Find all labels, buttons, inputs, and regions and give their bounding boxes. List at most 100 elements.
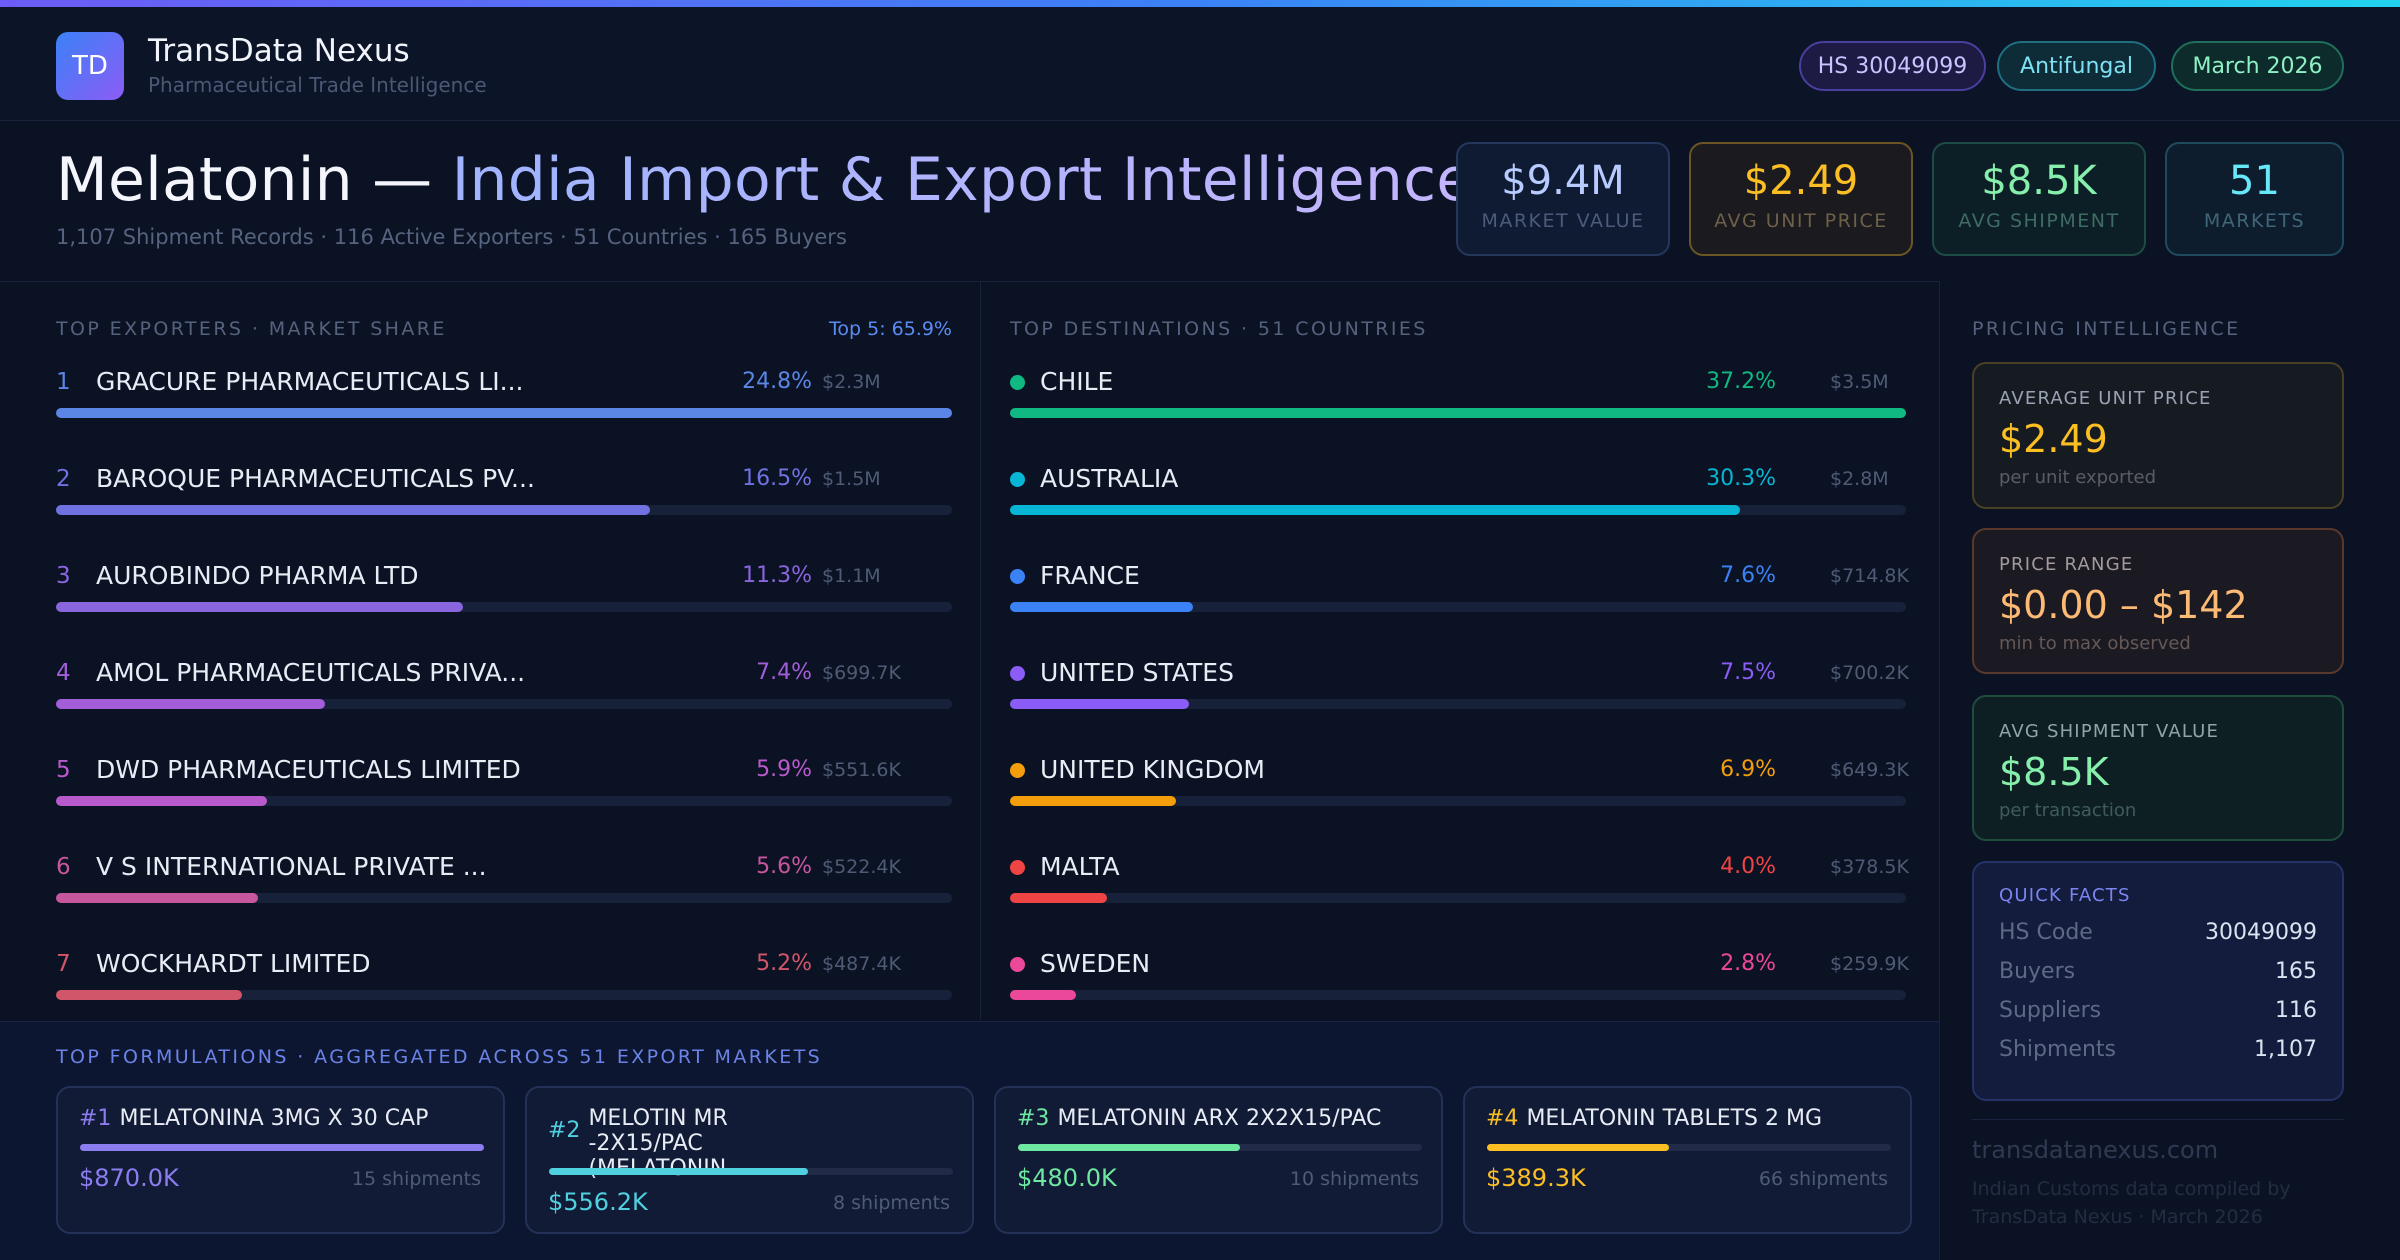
kpi-value: $2.49 [1743, 158, 1859, 204]
hs-code-pill[interactable]: HS 30049099 [1799, 41, 1986, 91]
exporter-share-pct: 7.4% [756, 660, 812, 685]
exporter-row[interactable]: 4 AMOL PHARMACEUTICALS PRIVA... 7.4% $699.7… [56, 656, 952, 716]
destination-row[interactable]: SWEDEN 2.8% $259.9K [1010, 947, 1909, 1007]
card-value: $8.5K [1999, 750, 2109, 794]
exporter-row[interactable]: 7 WOCKHARDT LIMITED 5.2% $487.4K [56, 947, 952, 1007]
exporter-amount: $522.4K [822, 856, 901, 878]
destination-name: SWEDEN [1040, 949, 1151, 978]
formulation-card[interactable]: #4 MELATONIN TABLETS 2 MG $389.3K 66 shipme… [1463, 1086, 1912, 1234]
exporter-name: V S INTERNATIONAL PRIVATE ... [96, 852, 487, 881]
exporter-name: WOCKHARDT LIMITED [96, 949, 371, 978]
exporter-row[interactable]: 3 AUROBINDO PHARMA LTD 11.3% $1.1M [56, 559, 952, 619]
exporter-row[interactable]: 2 BAROQUE PHARMACEUTICALS PV... 16.5% $1.5M [56, 462, 952, 522]
share-bar-fill [1010, 990, 1076, 1000]
footer-note: Indian Customs data compiled by TransDat… [1972, 1178, 2291, 1228]
share-bar-track [1010, 699, 1906, 709]
destination-row[interactable]: UNITED KINGDOM 6.9% $649.3K [1010, 753, 1909, 813]
destinations-heading: TOP DESTINATIONS · 51 COUNTRIES [1010, 318, 1428, 340]
destination-row[interactable]: MALTA 4.0% $378.5K [1010, 850, 1909, 910]
destination-share-pct: 7.5% [1720, 660, 1776, 685]
destination-name: CHILE [1040, 367, 1114, 396]
share-bar-fill [56, 408, 952, 418]
divider [1972, 1119, 2344, 1120]
destination-share-pct: 2.8% [1720, 951, 1776, 976]
exporter-amount: $699.7K [822, 662, 901, 684]
fact-row: HS Code 30049099 [1999, 920, 2317, 945]
brand-logo[interactable]: TD [56, 32, 124, 100]
country-dot-icon [1010, 860, 1025, 875]
fact-key: Suppliers [1999, 998, 2102, 1023]
divider [1939, 282, 1940, 1260]
exporter-name: DWD PHARMACEUTICALS LIMITED [96, 755, 521, 784]
formulation-value: $870.0K [79, 1164, 179, 1192]
share-bar-fill [56, 990, 242, 1000]
formulation-card[interactable]: #1 MELATONINA 3MG X 30 CAP $870.0K 15 shipm… [56, 1086, 505, 1234]
exporters-heading: TOP EXPORTERS · MARKET SHARE [56, 318, 447, 340]
share-bar-fill [56, 796, 267, 806]
formulation-bar-fill [1018, 1144, 1240, 1151]
destination-amount: $2.8M [1830, 468, 1889, 490]
formulations-heading: TOP FORMULATIONS · AGGREGATED ACROSS 51 … [56, 1046, 823, 1068]
formulation-card[interactable]: #3 MELATONIN ARX 2X2X15/PAC $480.0K 10 ship… [994, 1086, 1443, 1234]
exporter-rank: 1 [56, 369, 71, 395]
destination-amount: $714.8K [1830, 565, 1909, 587]
card-label: AVG SHIPMENT VALUE [1999, 721, 2220, 742]
destination-share-pct: 30.3% [1706, 466, 1776, 491]
destination-name: FRANCE [1040, 561, 1140, 590]
destination-row[interactable]: AUSTRALIA 30.3% $2.8M [1010, 462, 1906, 522]
destination-share-pct: 4.0% [1720, 854, 1776, 879]
site-link[interactable]: transdatanexus.com [1972, 1136, 2219, 1164]
exporter-row[interactable]: 5 DWD PHARMACEUTICALS LIMITED 5.9% $551.6K [56, 753, 952, 813]
share-bar-track [1010, 893, 1906, 903]
avg-unit-price-card: AVERAGE UNIT PRICE $2.49 per unit export… [1972, 362, 2344, 509]
exporter-row[interactable]: 1 GRACURE PHARMACEUTICALS LI... 24.8% $2.3M [56, 365, 952, 425]
pricing-heading: PRICING INTELLIGENCE [1972, 318, 2241, 340]
formulation-rank: #2 [548, 1118, 581, 1143]
share-bar-track [56, 796, 952, 806]
formulation-value: $480.0K [1017, 1164, 1117, 1192]
page-title-block: Melatonin — India Import & Export Intell… [56, 145, 1473, 249]
destination-amount: $378.5K [1830, 856, 1909, 878]
country-dot-icon [1010, 375, 1025, 390]
formulation-title: #1 MELATONINA 3MG X 30 CAP [79, 1106, 489, 1131]
app-header: TD TransData Nexus Pharmaceutical Trade … [0, 7, 2400, 121]
card-label: PRICE RANGE [1999, 554, 2134, 575]
formulation-rank: #1 [79, 1106, 112, 1131]
title-main: Melatonin — [56, 145, 452, 215]
formulation-value: $556.2K [548, 1188, 648, 1216]
destination-share-pct: 7.6% [1720, 563, 1776, 588]
share-bar-fill [1010, 796, 1176, 806]
exporter-row[interactable]: 6 V S INTERNATIONAL PRIVATE ... 5.6% $522.4… [56, 850, 952, 910]
exporter-rank: 3 [56, 563, 71, 589]
destination-row[interactable]: CHILE 37.2% $3.5M [1010, 365, 1906, 425]
fact-value: 30049099 [2205, 920, 2317, 945]
destination-row[interactable]: FRANCE 7.6% $714.8K [1010, 559, 1909, 619]
formulation-name: MELATONINA 3MG X 30 CAP [119, 1106, 429, 1131]
category-pill[interactable]: Antifungal [1997, 41, 2156, 91]
exporter-amount: $2.3M [822, 371, 881, 393]
title-highlight: India Import & Export Intelligence [451, 145, 1474, 215]
kpi-label: AVG UNIT PRICE [1714, 210, 1888, 232]
kpi-markets: 51 MARKETS [2165, 142, 2344, 256]
exporter-name: AUROBINDO PHARMA LTD [96, 561, 419, 590]
kpi-label: MARKET VALUE [1481, 210, 1645, 232]
fact-key: Buyers [1999, 959, 2076, 984]
formulation-rank: #3 [1017, 1106, 1050, 1131]
share-bar-fill [1010, 602, 1193, 612]
fact-value: 116 [2275, 998, 2317, 1023]
share-bar-fill [56, 699, 325, 709]
formulation-title: #3 MELATONIN ARX 2X2X15/PAC [1017, 1106, 1427, 1131]
exporter-amount: $487.4K [822, 953, 901, 975]
exporter-share-pct: 5.6% [756, 854, 812, 879]
fact-row: Buyers 165 [1999, 959, 2317, 984]
exporter-amount: $551.6K [822, 759, 901, 781]
exporter-name: BAROQUE PHARMACEUTICALS PV... [96, 464, 535, 493]
destination-amount: $649.3K [1830, 759, 1909, 781]
share-bar-fill [56, 505, 650, 515]
destination-name: UNITED STATES [1040, 658, 1234, 687]
destination-row[interactable]: UNITED STATES 7.5% $700.2K [1010, 656, 1909, 716]
period-pill[interactable]: March 2026 [2171, 41, 2344, 91]
card-value: $2.49 [1999, 417, 2108, 461]
formulation-shipments: 66 shipments [1758, 1168, 1888, 1190]
